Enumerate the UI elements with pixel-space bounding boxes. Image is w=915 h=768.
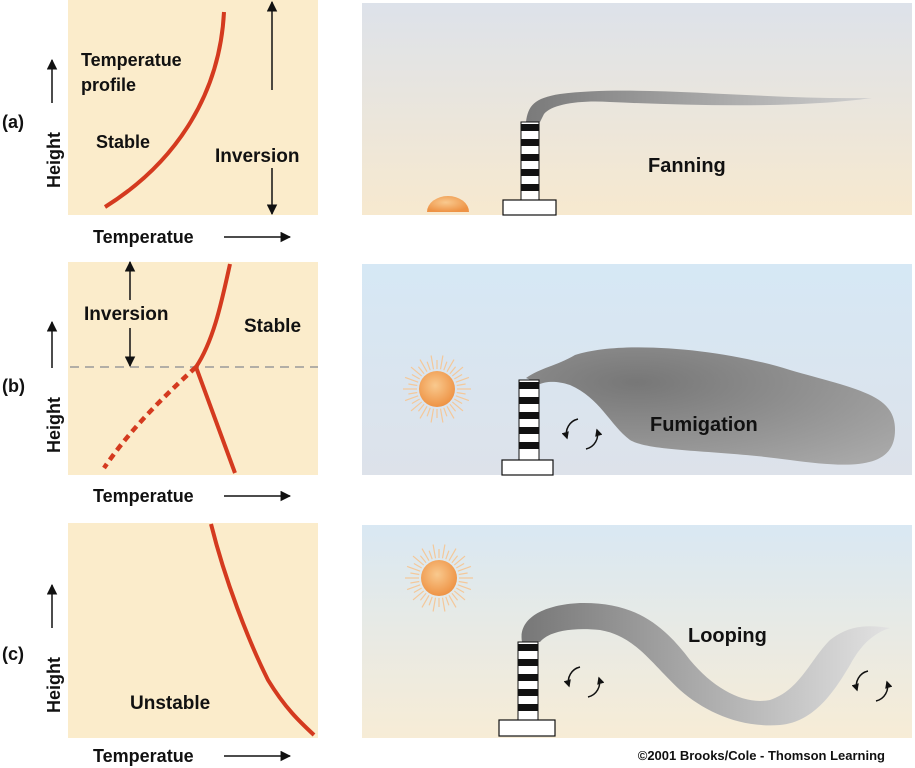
temperature-axis-label: Temperatue (93, 746, 194, 766)
temperature-axis: Temperatue (93, 486, 292, 506)
graph-label: Unstable (130, 693, 210, 714)
temperature-axis: Temperatue (93, 746, 292, 766)
circulation-icon (561, 418, 603, 450)
temperature-profile-line (103, 11, 226, 209)
plume (526, 90, 872, 122)
temperature-profile-line (209, 523, 316, 737)
inversion-label: Inversion (215, 146, 299, 167)
graph-label: Temperatue (81, 50, 182, 70)
smokestack (498, 641, 556, 737)
temperature-axis-label: Temperatue (93, 486, 194, 506)
plume-label: Fanning (648, 155, 726, 177)
temperature-axis: Temperatue (93, 227, 292, 247)
scene-panel (362, 3, 912, 215)
row-b: (b) Height Inversion Stable Temperatue (2, 260, 912, 506)
row-letter: (a) (2, 112, 24, 132)
plume-label: Fumigation (650, 414, 758, 436)
temperature-graph (68, 523, 318, 738)
copyright-credit: ©2001 Brooks/Cole - Thomson Learning (638, 748, 885, 763)
height-axis: Height (44, 58, 64, 188)
temperature-profile-line (194, 366, 237, 474)
plume-label: Looping (688, 625, 767, 647)
smokestack (502, 121, 557, 216)
graph-label: Stable (244, 316, 301, 337)
height-axis-label: Height (44, 657, 64, 713)
row-a: (a) Height Temperatue profile Stable Inv… (2, 0, 912, 247)
temperature-profile-dashed (102, 365, 198, 470)
temperature-graph (68, 0, 318, 215)
row-c: (c) Height Unstable Temperatue (2, 523, 912, 766)
row-letter: (b) (2, 376, 25, 396)
plume (521, 602, 890, 726)
height-axis: Height (44, 320, 64, 453)
temperature-axis-label: Temperatue (93, 227, 194, 247)
sun-icon (403, 355, 471, 423)
height-axis: Height (44, 583, 64, 713)
row-letter: (c) (2, 644, 24, 664)
height-axis-label: Height (44, 132, 64, 188)
smokestack (501, 379, 554, 476)
plume (526, 347, 895, 465)
temperature-profile-line (194, 263, 232, 369)
sun-icon (405, 544, 473, 612)
graph-label: profile (81, 75, 136, 95)
inversion-label: Inversion (84, 304, 168, 325)
sun-icon (427, 196, 469, 212)
circulation-icon (851, 670, 893, 702)
circulation-icon (563, 666, 605, 698)
graph-label: Stable (96, 132, 150, 152)
height-axis-label: Height (44, 397, 64, 453)
